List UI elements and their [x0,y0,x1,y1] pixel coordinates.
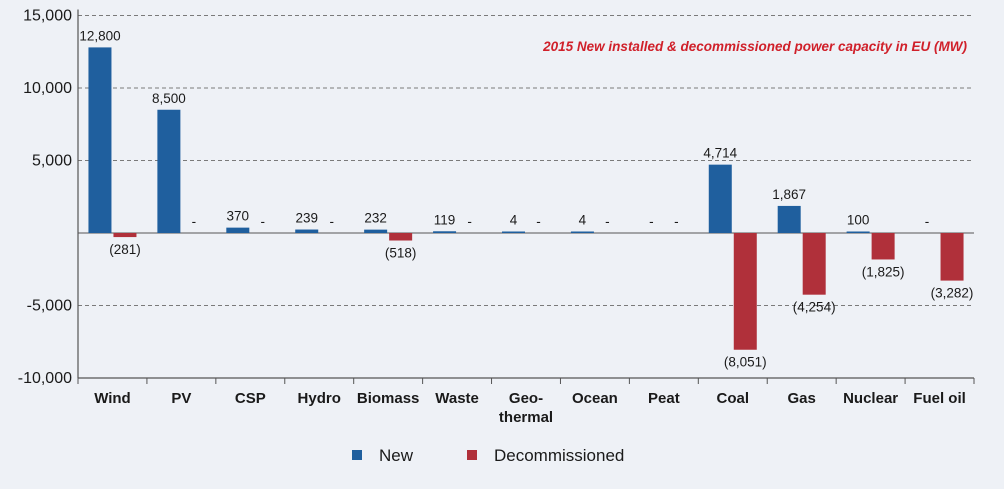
data-label-decommissioned: - [536,214,541,229]
data-label-decommissioned: - [261,214,266,229]
legend-swatch [467,450,477,460]
data-label-new: 4 [510,213,518,228]
bar-new [433,231,457,233]
category-label: Biomass [357,390,420,407]
data-label-decommissioned: (4,254) [793,300,836,315]
data-label-new: 232 [364,211,387,226]
category-label: PV [171,390,191,407]
bar-decommissioned [940,233,964,281]
data-label-new: 8,500 [152,91,186,106]
category-label: Coal [717,390,750,407]
data-label-new: - [925,214,930,229]
category-label: Ocean [572,390,618,407]
bar-decommissioned [802,233,826,295]
data-label-decommissioned: - [674,214,679,229]
data-label-decommissioned: - [605,214,610,229]
category-label: CSP [235,390,266,407]
data-label-new: 12,800 [79,28,120,43]
bar-new [226,227,250,233]
y-tick-label: 15,000 [23,8,72,25]
y-tick-label: -10,000 [18,370,72,387]
legend-swatch [352,450,362,460]
data-label-decommissioned: - [192,214,197,229]
chart-title: 2015 New installed & decommissioned powe… [542,39,967,54]
bar-decommissioned [733,233,757,350]
bars [88,47,964,350]
data-label-new: 4,714 [703,146,737,161]
legend: New Decommissioned [352,446,624,465]
data-label-decommissioned: (1,825) [862,264,905,279]
data-label-new: 1,867 [772,187,806,202]
category-label: Fuel oil [913,390,966,407]
bar-new [364,229,388,233]
category-label: Peat [648,390,680,407]
category-label: Hydro [298,390,341,407]
category-label: Wind [94,390,131,407]
data-label-new: - [649,214,654,229]
y-tick-label: 5,000 [32,153,72,170]
bar-new [157,109,181,233]
gridlines [78,15,974,379]
bar-new [295,229,319,233]
data-labels: 12,800(281)8,500- 370-239-232(518)119-4-4… [79,28,973,369]
bar-new [502,231,525,233]
bar-new [708,164,732,233]
y-tick-label: 10,000 [23,80,72,97]
data-label-new: 239 [295,211,318,226]
bar-new [88,47,112,234]
category-label: Gas [788,390,816,407]
bar-new [570,231,594,233]
data-label-new: 100 [847,213,870,228]
data-label-new: 4 [579,213,587,228]
data-label-decommissioned: (518) [385,246,417,261]
bar-decommissioned [871,233,895,260]
y-tick-label: -5,000 [27,298,72,315]
data-label-decommissioned: (281) [109,242,141,257]
data-label-new: 370 [227,209,250,224]
data-label-decommissioned: - [467,214,472,229]
legend-label: Decommissioned [494,446,624,465]
bar-decommissioned [389,233,413,241]
category-label: Waste [435,390,479,407]
category-label: Nuclear [843,390,898,407]
data-label-decommissioned: (3,282) [931,286,974,301]
bar-new [846,231,870,233]
bar-decommissioned [113,233,137,238]
data-label-decommissioned: (8,051) [724,355,767,370]
category-label: Geo-thermal [499,390,553,426]
data-label-decommissioned: - [329,214,334,229]
bar-new [777,205,801,233]
legend-label: New [379,446,414,465]
data-label-new: 119 [434,212,456,227]
